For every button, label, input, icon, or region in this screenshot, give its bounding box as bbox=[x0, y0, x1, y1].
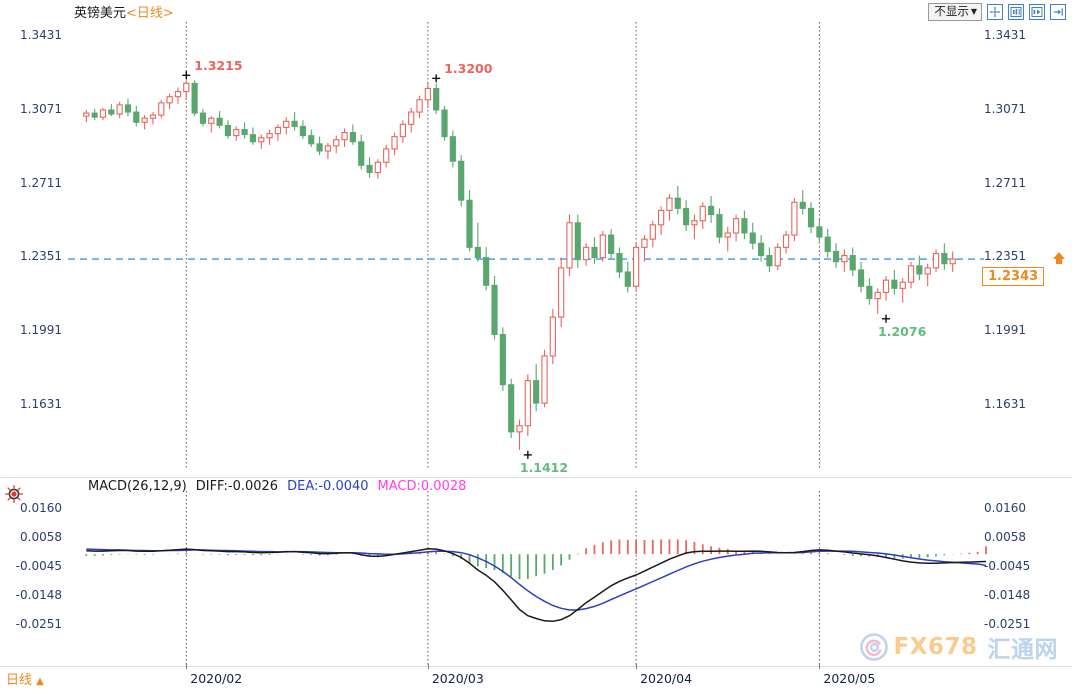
sun-settings-icon[interactable] bbox=[4, 484, 24, 504]
macd-tick-left: -0.0251 bbox=[15, 617, 62, 631]
chart-expand-right-icon[interactable] bbox=[1029, 4, 1045, 20]
macd-dea-value: DEA:-0.0040 bbox=[287, 479, 369, 494]
macd-tick-right: 0.0160 bbox=[984, 501, 1026, 515]
timeframe-label: 日线 bbox=[6, 673, 33, 688]
price-extreme-label: 1.1412 bbox=[519, 459, 569, 475]
period-label: <日线> bbox=[126, 6, 174, 21]
date-tick-mark bbox=[186, 664, 188, 669]
price-chart-panel[interactable]: 1.3431 1.3071 1.2711 1.2351 1.1991 1.1631 1.3… bbox=[0, 22, 1072, 477]
macd-macd-value: MACD:0.0028 bbox=[377, 479, 467, 494]
price-tick-left: 1.1991 bbox=[20, 323, 62, 338]
macd-tick-right: 0.0058 bbox=[984, 529, 1026, 544]
date-tick-label: 2020/02 bbox=[190, 671, 243, 686]
macd-canvas bbox=[85, 491, 987, 665]
date-tick-label: 2020/05 bbox=[823, 671, 876, 686]
date-tick-label: 2020/03 bbox=[431, 671, 484, 686]
macd-title: MACD(26,12,9) bbox=[88, 479, 187, 494]
chart-shrink-left-icon[interactable] bbox=[1008, 4, 1024, 20]
macd-tick-right: -0.0251 bbox=[984, 617, 1031, 631]
last-price-arrow-icon bbox=[1053, 252, 1065, 265]
indicator-select[interactable]: 不显示 ▼ bbox=[928, 3, 982, 21]
extreme-marker bbox=[432, 74, 441, 83]
price-tick-left: 1.2351 bbox=[20, 249, 62, 264]
date-axis-area: 2020/02 2020/03 2020/04 2020/05 bbox=[68, 664, 976, 690]
price-tick-left: 1.1631 bbox=[20, 397, 62, 411]
date-axis-panel: 2020/02 2020/03 2020/04 2020/05 bbox=[0, 664, 1072, 690]
price-tick-right: 1.1631 bbox=[984, 397, 1026, 411]
extreme-marker bbox=[882, 314, 891, 323]
macd-tick-right: -0.0045 bbox=[984, 558, 1031, 573]
last-price-tag: 1.2343 bbox=[982, 267, 1045, 287]
macd-header: MACD(26,12,9) DIFF:-0.0026 DEA:-0.0040 MACD… bbox=[88, 479, 475, 494]
timeframe-footer-label[interactable]: 日线 ▲ bbox=[6, 669, 44, 688]
page-title: 英镑美元<日线> bbox=[74, 2, 174, 21]
date-tick-mark bbox=[427, 664, 429, 669]
price-tick-left: 1.2711 bbox=[20, 175, 62, 190]
macd-tick-left: 0.0160 bbox=[20, 501, 62, 515]
chevron-down-icon: ▼ bbox=[970, 7, 977, 16]
extreme-marker bbox=[182, 71, 191, 80]
price-extreme-label: 1.3200 bbox=[444, 61, 493, 77]
macd-tick-right: -0.0148 bbox=[984, 587, 1031, 602]
price-tick-left: 1.3431 bbox=[20, 28, 62, 42]
indicator-select-label: 不显示 bbox=[934, 4, 969, 18]
price-extreme-label: 1.3215 bbox=[194, 58, 243, 74]
macd-panel[interactable]: MACD(26,12,9) DIFF:-0.0026 DEA:-0.0040 MACD… bbox=[0, 477, 1072, 667]
price-tick-left: 1.3071 bbox=[20, 101, 62, 116]
macd-tick-left: 0.0058 bbox=[20, 529, 62, 544]
triangle-up-icon: ▲ bbox=[36, 676, 44, 687]
date-tick-mark bbox=[819, 664, 821, 669]
macd-tick-left: -0.0045 bbox=[15, 558, 62, 573]
macd-tick-left: -0.0148 bbox=[15, 587, 62, 602]
price-tick-right: 1.3071 bbox=[984, 101, 1026, 116]
chart-toolbar: 英镑美元<日线> 不显示 ▼ bbox=[0, 0, 1072, 22]
extreme-marker bbox=[523, 450, 532, 459]
jump-latest-icon[interactable] bbox=[1050, 4, 1066, 20]
price-plot-area[interactable] bbox=[68, 22, 984, 477]
price-tick-right: 1.1991 bbox=[984, 323, 1026, 338]
panel-divider bbox=[0, 477, 1072, 478]
date-tick-label: 2020/04 bbox=[640, 671, 693, 686]
crosshair-move-icon[interactable] bbox=[987, 4, 1003, 20]
price-tick-right: 1.2351 bbox=[984, 249, 1026, 264]
toolbar-right-group: 不显示 ▼ bbox=[928, 3, 1066, 21]
macd-diff-value: DIFF:-0.0026 bbox=[195, 479, 279, 494]
symbol-label: 英镑美元 bbox=[74, 6, 127, 21]
price-tick-right: 1.2711 bbox=[984, 175, 1026, 190]
macd-plot-area[interactable] bbox=[68, 477, 987, 667]
axis-divider bbox=[0, 666, 1072, 667]
price-tick-right: 1.3431 bbox=[984, 28, 1026, 42]
date-tick-mark bbox=[636, 664, 638, 669]
price-extreme-label: 1.2076 bbox=[878, 323, 927, 339]
candlestick-canvas bbox=[68, 22, 984, 469]
